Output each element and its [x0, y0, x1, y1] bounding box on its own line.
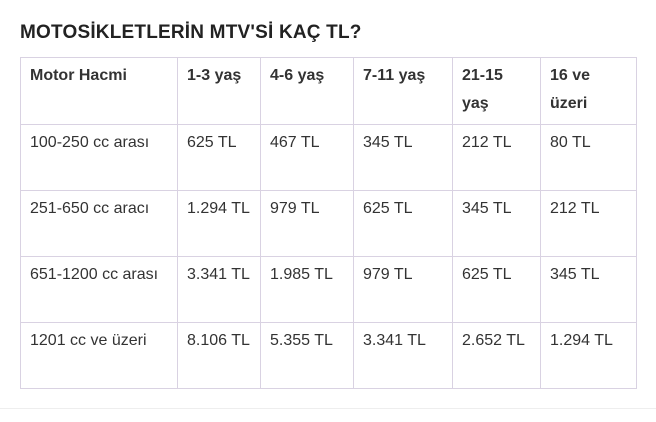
page-title: MOTOSİKLETLERİN MTV'Sİ KAÇ TL? — [20, 22, 362, 43]
table-cell: 1201 cc ve üzeri — [20, 322, 178, 389]
table-cell: 212 TL — [452, 124, 541, 191]
table-cell: 1.294 TL — [177, 190, 261, 257]
header-cell: 7-11 yaş — [353, 57, 453, 125]
table-cell: 3.341 TL — [353, 322, 453, 389]
header-cell: 4-6 yaş — [260, 57, 354, 125]
header-row: Motor Hacmi 1-3 yaş 4-6 yaş 7-11 yaş 21-15 y… — [20, 57, 637, 125]
table-row: 100-250 cc arası 625 TL 467 TL 345 TL 212 TL… — [20, 124, 637, 191]
table-row: 251-650 cc aracı 1.294 TL 979 TL 625 TL 345 … — [20, 190, 637, 257]
header-cell: 16 ve üzeri — [540, 57, 637, 125]
table-cell: 979 TL — [353, 256, 453, 323]
table-cell: 8.106 TL — [177, 322, 261, 389]
table-cell: 467 TL — [260, 124, 354, 191]
table-cell: 251-650 cc aracı — [20, 190, 178, 257]
table-cell: 979 TL — [260, 190, 354, 257]
table-cell: 345 TL — [540, 256, 637, 323]
table-cell: 345 TL — [452, 190, 541, 257]
table-cell: 212 TL — [540, 190, 637, 257]
table-cell: 1.985 TL — [260, 256, 354, 323]
table-cell: 5.355 TL — [260, 322, 354, 389]
mtv-table: Motor Hacmi 1-3 yaş 4-6 yaş 7-11 yaş 21-15 y… — [20, 57, 637, 389]
table-cell: 651-1200 cc arası — [20, 256, 178, 323]
table-cell: 2.652 TL — [452, 322, 541, 389]
table-cell: 80 TL — [540, 124, 637, 191]
table-cell: 100-250 cc arası — [20, 124, 178, 191]
table-cell: 625 TL — [353, 190, 453, 257]
header-cell: 1-3 yaş — [177, 57, 261, 125]
header-cell: Motor Hacmi — [20, 57, 178, 125]
table-cell: 345 TL — [353, 124, 453, 191]
table-cell: 1.294 TL — [540, 322, 637, 389]
header-cell: 21-15 yaş — [452, 57, 541, 125]
table-cell: 625 TL — [177, 124, 261, 191]
divider — [0, 408, 656, 409]
table-body: 100-250 cc arası 625 TL 467 TL 345 TL 212 TL… — [20, 124, 637, 389]
table-cell: 3.341 TL — [177, 256, 261, 323]
table-cell: 625 TL — [452, 256, 541, 323]
table-head: Motor Hacmi 1-3 yaş 4-6 yaş 7-11 yaş 21-15 y… — [20, 57, 637, 125]
table-row: 651-1200 cc arası 3.341 TL 1.985 TL 979 TL 6… — [20, 256, 637, 323]
table-row: 1201 cc ve üzeri 8.106 TL 5.355 TL 3.341 TL… — [20, 322, 637, 389]
